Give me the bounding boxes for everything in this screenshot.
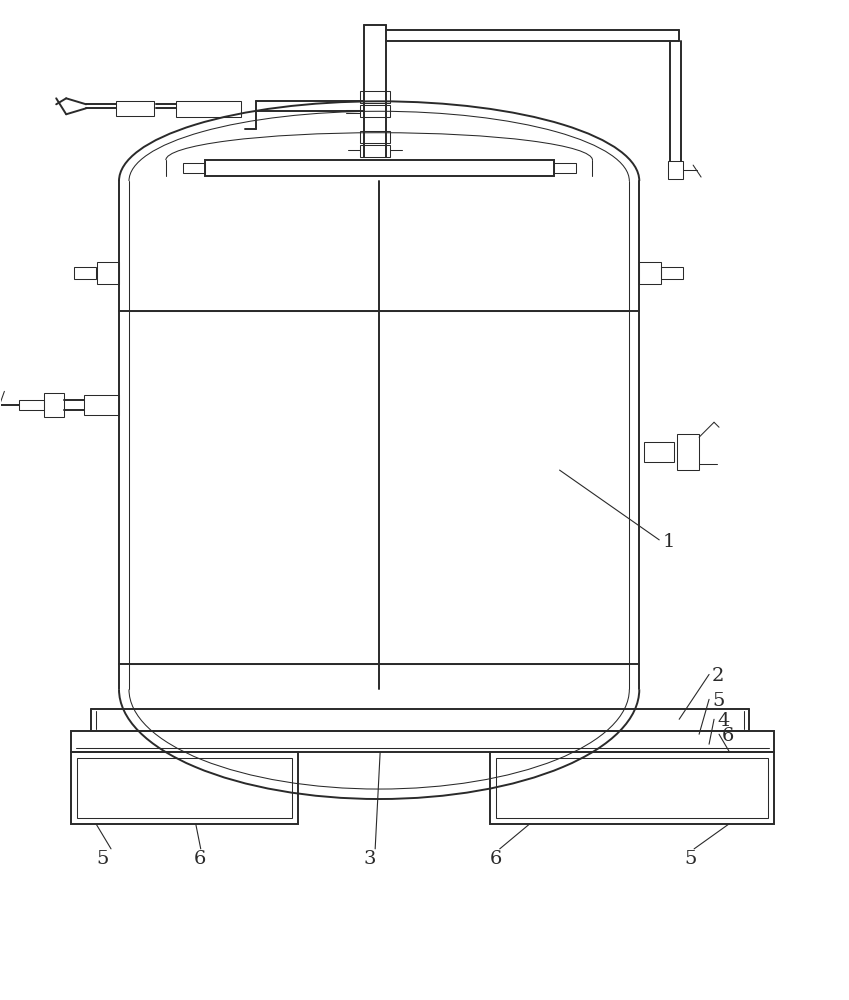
Text: 1: 1: [662, 533, 675, 551]
Text: 6: 6: [490, 850, 502, 868]
Bar: [205, 160, 554, 176]
Text: 6: 6: [722, 727, 734, 745]
Text: 4: 4: [717, 712, 729, 730]
Text: 2: 2: [712, 667, 724, 685]
Bar: [97, 262, 119, 284]
Bar: [183, 163, 205, 173]
Bar: [661, 267, 683, 279]
Bar: [360, 91, 390, 103]
Bar: [360, 105, 390, 117]
Bar: [639, 262, 661, 284]
Bar: [71, 752, 298, 824]
Bar: [74, 267, 96, 279]
Bar: [176, 101, 240, 117]
Bar: [116, 101, 154, 116]
Bar: [668, 161, 683, 179]
Bar: [554, 163, 576, 173]
Bar: [678, 434, 699, 470]
Bar: [360, 131, 390, 143]
Bar: [490, 752, 773, 824]
Bar: [77, 758, 292, 818]
Bar: [84, 395, 119, 415]
Text: 5: 5: [96, 850, 109, 868]
Text: 6: 6: [194, 850, 206, 868]
Text: 5: 5: [684, 850, 696, 868]
Text: 5: 5: [712, 692, 724, 710]
Text: 3: 3: [363, 850, 376, 868]
Bar: [496, 758, 767, 818]
Bar: [44, 393, 65, 417]
Bar: [71, 731, 773, 752]
Bar: [20, 400, 44, 410]
Bar: [360, 145, 390, 157]
Bar: [644, 442, 674, 462]
